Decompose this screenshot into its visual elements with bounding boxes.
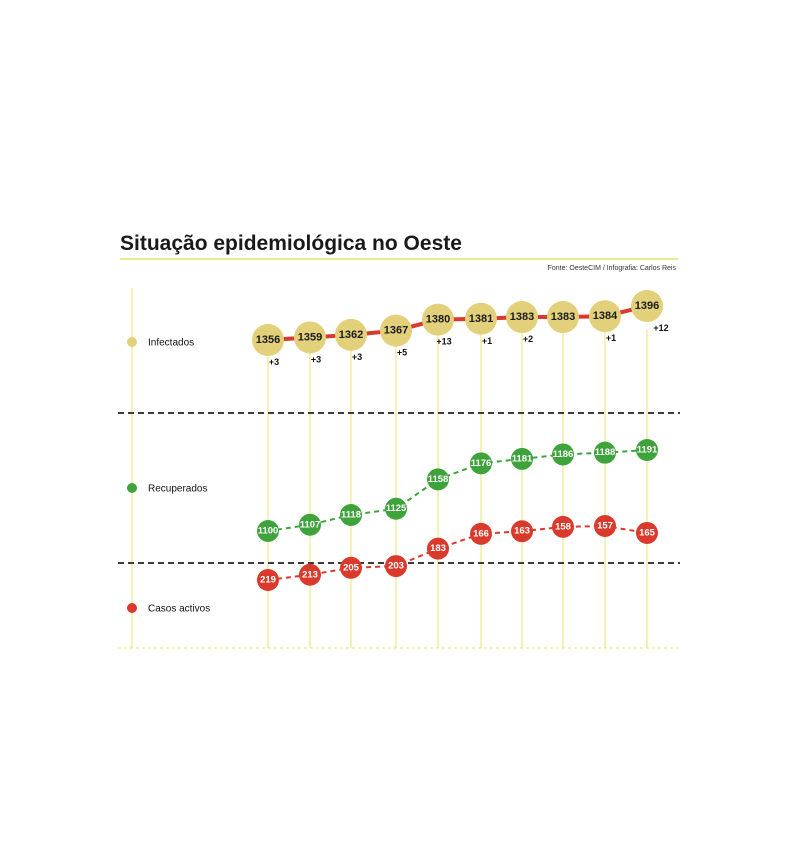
value-label-infectados: 1359 [298,331,322,343]
value-label-casos-activos: 183 [430,543,446,554]
series-label-active: Casos activos [148,604,210,615]
legend-dot-active [127,603,137,613]
point-casos-activos [427,537,449,560]
point-infectados [335,318,367,351]
delta-label-infectados: +3 [269,357,279,367]
delta-label-infectados: +13 [436,337,451,347]
legend-dot-recovered [127,483,137,493]
value-label-infectados: 1383 [510,311,534,323]
point-casos-activos [299,563,321,586]
point-casos-activos [385,555,407,578]
line-infectados [267,304,648,342]
point-infectados [380,314,412,347]
point-recuperados [594,441,616,464]
point-casos-activos [552,515,574,538]
point-casos-activos [257,569,279,591]
line-recuperados [267,449,648,532]
value-label-recuperados: 1191 [637,445,658,456]
point-recuperados [511,447,533,470]
point-recuperados [470,452,492,475]
delta-label-infectados: +5 [397,348,407,358]
delta-label-infectados: +12 [653,323,668,333]
point-recuperados [427,468,449,491]
value-label-infectados: 1367 [384,325,408,337]
value-label-infectados: 1356 [256,334,280,346]
point-recuperados [257,520,279,542]
value-label-casos-activos: 205 [343,562,360,573]
series-label-recovered: Recuperados [148,484,207,495]
series-layer: 1356 +3 1359 +3 1362 +3 1367 +5 1380 +13 1381 +1 138… [252,290,669,591]
point-infectados [589,300,621,333]
point-casos-activos [340,556,362,579]
row-labels: Infectados Recuperados Casos activos [127,337,210,615]
value-label-recuperados: 1100 [258,526,279,537]
chart-title: Situação epidemiológica no Oeste [120,232,462,255]
point-infectados [547,301,579,334]
point-infectados [294,321,326,354]
point-infectados [422,303,454,336]
value-label-recuperados: 1158 [428,474,449,485]
guide-lines [118,288,680,649]
point-casos-activos [594,515,616,537]
value-label-infectados: 1383 [551,311,575,323]
value-label-infectados: 1384 [593,310,618,322]
point-infectados [465,302,497,335]
value-label-recuperados: 1188 [595,447,616,458]
delta-label-infectados: +1 [606,333,616,343]
value-label-casos-activos: 166 [473,528,489,539]
value-label-casos-activos: 165 [639,527,656,538]
point-infectados [506,301,538,334]
point-recuperados [552,443,574,466]
value-label-infectados: 1362 [339,329,363,341]
value-label-recuperados: 1107 [300,519,321,530]
point-casos-activos [511,520,533,543]
point-recuperados [385,497,407,520]
point-infectados [252,324,284,356]
delta-label-infectados: +1 [482,336,492,346]
value-label-recuperados: 1176 [471,458,492,469]
point-casos-activos [636,521,658,544]
value-label-recuperados: 1181 [512,453,533,464]
point-recuperados [636,439,658,461]
value-label-recuperados: 1125 [386,503,407,514]
value-label-infectados: 1381 [469,313,493,325]
value-label-infectados: 1380 [426,314,450,326]
delta-label-infectados: +3 [352,352,362,362]
source-credit: Fonte: OesteCIM / Infografia: Carlos Rei… [548,265,677,272]
value-label-recuperados: 1118 [341,509,361,520]
value-label-casos-activos: 158 [555,521,571,532]
point-infectados [631,290,663,322]
value-label-casos-activos: 203 [388,561,404,572]
legend-dot-infected [127,337,137,347]
value-label-recuperados: 1186 [553,449,574,460]
point-recuperados [299,513,321,536]
point-recuperados [340,503,362,526]
value-label-infectados: 1396 [635,300,659,312]
value-label-casos-activos: 163 [514,526,530,537]
line-casos-activos [267,524,648,581]
value-label-casos-activos: 213 [302,569,318,580]
value-label-casos-activos: 157 [597,521,613,532]
point-casos-activos [470,522,492,545]
delta-label-infectados: +2 [523,334,533,344]
delta-label-infectados: +3 [311,354,321,364]
value-label-casos-activos: 219 [260,575,276,586]
series-label-infected: Infectados [148,338,194,349]
